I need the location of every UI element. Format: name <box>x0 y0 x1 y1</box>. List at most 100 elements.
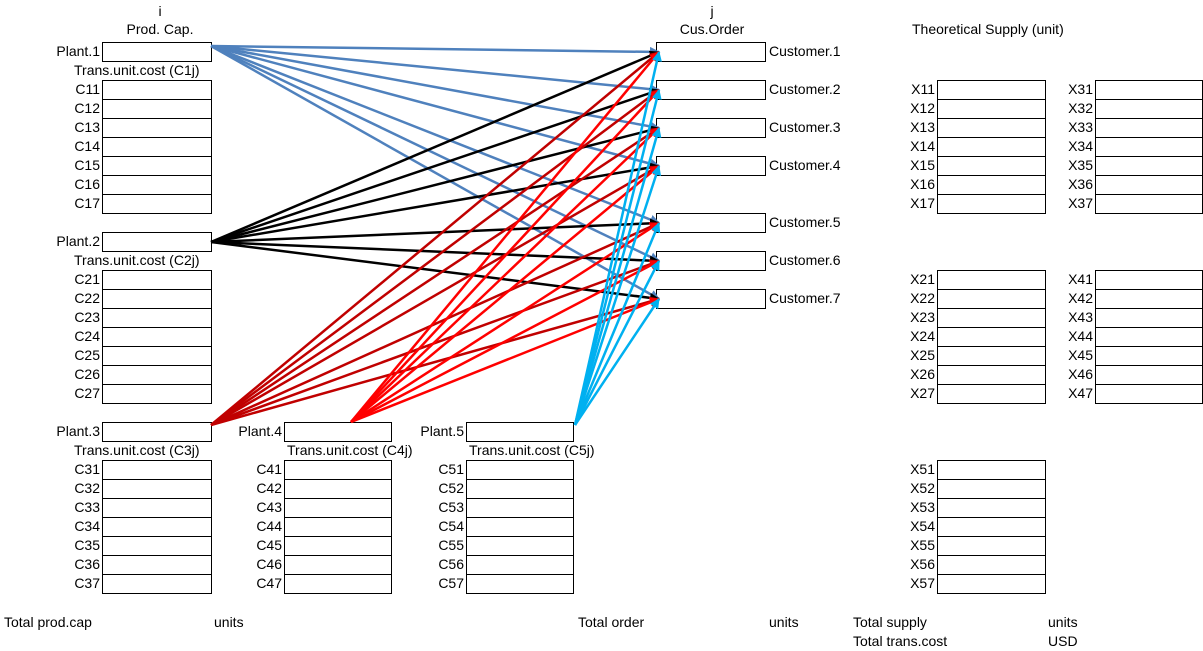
supply-x12-cell[interactable] <box>937 99 1046 119</box>
supply-x21-cell[interactable] <box>937 270 1046 290</box>
prod-cap-header: Prod. Cap. <box>126 21 194 37</box>
plant-1-capacity-cell[interactable] <box>102 42 212 62</box>
supply-x36-cell[interactable] <box>1095 175 1203 195</box>
cost-c23-cell[interactable] <box>102 308 212 328</box>
cost-c35-cell[interactable] <box>102 536 212 556</box>
supply-x16-cell[interactable] <box>937 175 1046 195</box>
cost-c54-cell[interactable] <box>466 517 574 537</box>
cost-c13-cell[interactable] <box>102 118 212 138</box>
supply-x54-cell[interactable] <box>937 517 1046 537</box>
cost-c56-cell[interactable] <box>466 555 574 575</box>
cost-c55-cell[interactable] <box>466 536 574 556</box>
supply-x24-cell[interactable] <box>937 327 1046 347</box>
supply-x44-cell[interactable] <box>1095 327 1203 347</box>
cost-c36-cell[interactable] <box>102 555 212 575</box>
arrow-plant1-customer6 <box>210 44 660 263</box>
theoretical-supply-header: Theoretical Supply (unit) <box>912 21 1064 37</box>
arrow-plant1-customer5 <box>210 44 660 225</box>
cost-c34-label: C34 <box>74 518 100 534</box>
cost-c44-cell[interactable] <box>284 517 392 537</box>
cost-c24-cell[interactable] <box>102 327 212 347</box>
customer-7-order-cell[interactable] <box>656 289 766 309</box>
cost-c22-cell[interactable] <box>102 289 212 309</box>
cost-c17-cell[interactable] <box>102 194 212 214</box>
supply-x15-cell[interactable] <box>937 156 1046 176</box>
supply-x35-label: X35 <box>1068 157 1093 173</box>
customer-1-label: Customer.1 <box>769 43 841 59</box>
supply-x25-cell[interactable] <box>937 346 1046 366</box>
plant-3-capacity-cell[interactable] <box>102 422 212 442</box>
cost-c26-cell[interactable] <box>102 365 212 385</box>
cost-c52-cell[interactable] <box>466 479 574 499</box>
supply-x11-cell[interactable] <box>937 80 1046 100</box>
cost-c25-cell[interactable] <box>102 346 212 366</box>
cost-c57-cell[interactable] <box>466 574 574 594</box>
supply-x43-cell[interactable] <box>1095 308 1203 328</box>
supply-x22-cell[interactable] <box>937 289 1046 309</box>
cost-c32-cell[interactable] <box>102 479 212 499</box>
cost-c53-cell[interactable] <box>466 498 574 518</box>
cost-c51-cell[interactable] <box>466 460 574 480</box>
cost-c34-cell[interactable] <box>102 517 212 537</box>
supply-x11-label: X11 <box>911 81 935 97</box>
cost-c13-label: C13 <box>74 119 100 135</box>
supply-x34-cell[interactable] <box>1095 137 1203 157</box>
supply-x13-cell[interactable] <box>937 118 1046 138</box>
cost-c43-cell[interactable] <box>284 498 392 518</box>
supply-x35-cell[interactable] <box>1095 156 1203 176</box>
cost-c46-cell[interactable] <box>284 555 392 575</box>
supply-x27-cell[interactable] <box>937 384 1046 404</box>
supply-x26-cell[interactable] <box>937 365 1046 385</box>
cost-c42-cell[interactable] <box>284 479 392 499</box>
supply-x56-cell[interactable] <box>937 555 1046 575</box>
cost-c16-cell[interactable] <box>102 175 212 195</box>
cost-c31-cell[interactable] <box>102 460 212 480</box>
plant-2-label: Plant.2 <box>56 233 100 249</box>
cost-c27-cell[interactable] <box>102 384 212 404</box>
plant-4-capacity-cell[interactable] <box>284 422 392 442</box>
customer-2-order-cell[interactable] <box>656 80 766 100</box>
cost-c47-cell[interactable] <box>284 574 392 594</box>
plant-5-capacity-cell[interactable] <box>466 422 574 442</box>
supply-x41-cell[interactable] <box>1095 270 1203 290</box>
cost-c41-cell[interactable] <box>284 460 392 480</box>
cost-c11-cell[interactable] <box>102 80 212 100</box>
supply-x55-cell[interactable] <box>937 536 1046 556</box>
arrow-plant5-customer3 <box>573 127 662 426</box>
supply-x57-cell[interactable] <box>937 574 1046 594</box>
supply-x34-label: X34 <box>1068 138 1093 154</box>
supply-x46-cell[interactable] <box>1095 365 1203 385</box>
supply-x55-label: X55 <box>910 537 935 553</box>
customer-6-order-cell[interactable] <box>656 251 766 271</box>
cost-c56-label: C56 <box>438 556 464 572</box>
supply-x31-cell[interactable] <box>1095 80 1203 100</box>
supply-x37-cell[interactable] <box>1095 194 1203 214</box>
cost-c14-cell[interactable] <box>102 137 212 157</box>
supply-x23-cell[interactable] <box>937 308 1046 328</box>
cost-c45-cell[interactable] <box>284 536 392 556</box>
customer-3-order-cell[interactable] <box>656 118 766 138</box>
supply-x45-cell[interactable] <box>1095 346 1203 366</box>
supply-x17-cell[interactable] <box>937 194 1046 214</box>
supply-x47-cell[interactable] <box>1095 384 1203 404</box>
supply-x53-cell[interactable] <box>937 498 1046 518</box>
supply-x14-cell[interactable] <box>937 137 1046 157</box>
supply-x33-cell[interactable] <box>1095 118 1203 138</box>
customer-4-order-cell[interactable] <box>656 156 766 176</box>
cost-c15-cell[interactable] <box>102 156 212 176</box>
supply-x52-cell[interactable] <box>937 479 1046 499</box>
supply-x42-cell[interactable] <box>1095 289 1203 309</box>
supply-x32-cell[interactable] <box>1095 99 1203 119</box>
cost-c57-label: C57 <box>438 575 464 591</box>
customer-1-order-cell[interactable] <box>656 42 766 62</box>
cost-c12-cell[interactable] <box>102 99 212 119</box>
arrow-plant3-customer7 <box>210 296 660 427</box>
cost-c37-cell[interactable] <box>102 574 212 594</box>
cost-c21-cell[interactable] <box>102 270 212 290</box>
supply-x51-cell[interactable] <box>937 460 1046 480</box>
arrow-plant2-customer4 <box>210 162 660 244</box>
cost-c33-cell[interactable] <box>102 498 212 518</box>
arrow-plant1-customer3 <box>210 44 660 132</box>
plant-2-capacity-cell[interactable] <box>102 232 212 252</box>
customer-5-order-cell[interactable] <box>656 213 766 233</box>
